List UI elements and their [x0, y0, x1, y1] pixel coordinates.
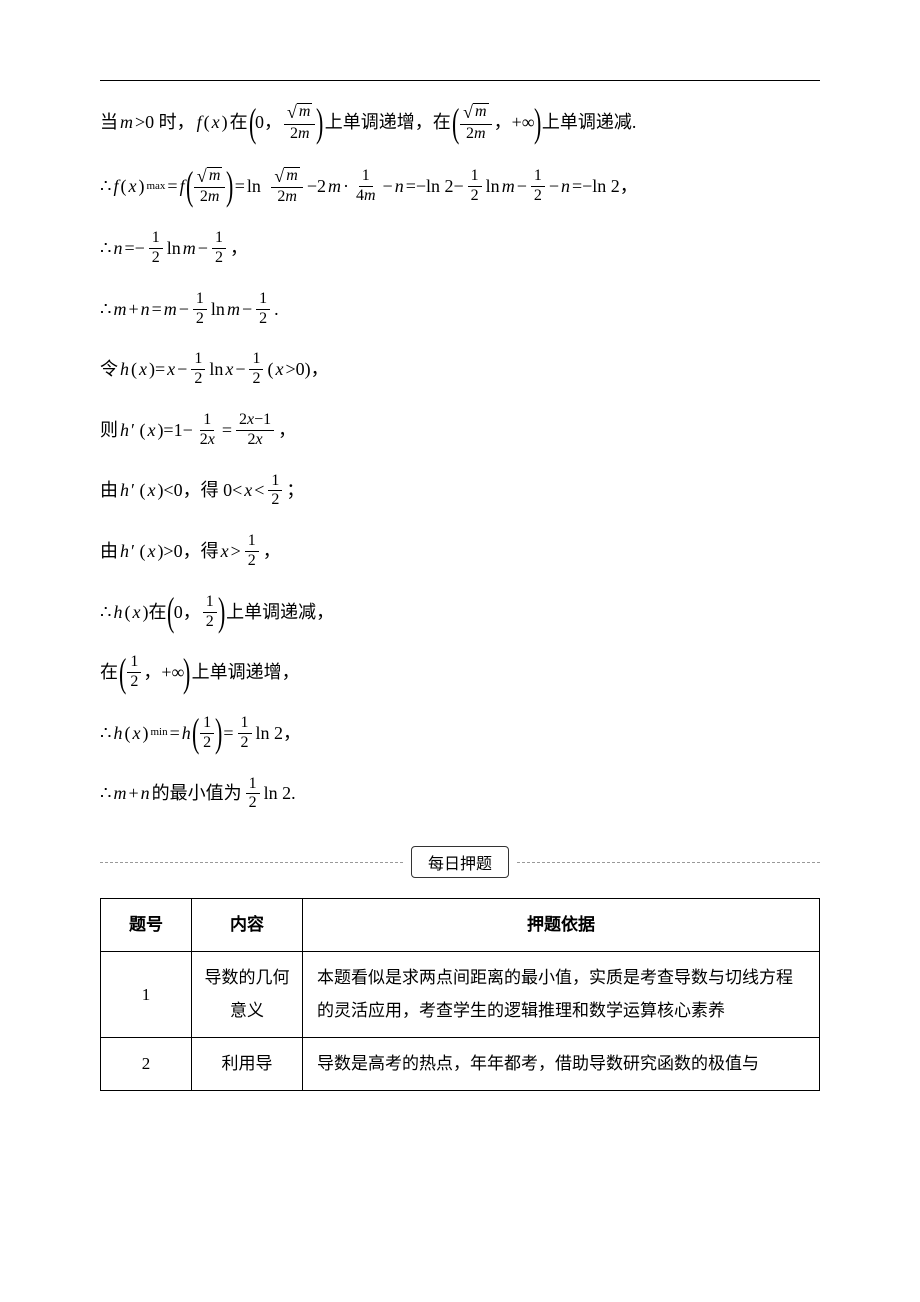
table-header-row: 题号 内容 押题依据: [101, 899, 820, 952]
line-2: ∴ f(x)max = f ( √m 2m ) = ln √m 2m −2m ·…: [100, 167, 820, 207]
text: 上单调递减.: [542, 108, 637, 137]
page: 当 m >0 时， f (x) 在 ( 0， √m 2m ) 上单调递增，在 (: [0, 0, 920, 1302]
cell-r: 本题看似是求两点间距离的最小值，实质是考查导数与切线方程的灵活应用，考查学生的逻…: [303, 952, 820, 1038]
col-header-q: 题号: [101, 899, 192, 952]
cell-c: 利用导: [192, 1038, 303, 1091]
line-12: ∴ m + n 的最小值为 1 2 ln 2.: [100, 776, 820, 813]
section-divider: 每日押题: [100, 846, 820, 878]
line-4: ∴ m + n = m − 1 2 ln m − 1 2 .: [100, 291, 820, 328]
dash-right: [517, 862, 820, 863]
line-5: 令 h (x)= x − 1 2 ln x − 1 2 (x>0)，: [100, 351, 820, 388]
table-row: 1 导数的几何意义 本题看似是求两点间距离的最小值，实质是考查导数与切线方程的灵…: [101, 952, 820, 1038]
top-rule: [100, 80, 820, 81]
cell-c: 导数的几何意义: [192, 952, 303, 1038]
cell-q: 2: [101, 1038, 192, 1091]
var-m: m: [120, 108, 133, 137]
col-header-r: 押题依据: [303, 899, 820, 952]
math-body: 当 m >0 时， f (x) 在 ( 0， √m 2m ) 上单调递增，在 (: [100, 103, 820, 812]
text: >0 时，: [135, 108, 195, 137]
line-10: 在 ( 1 2 ， +∞ ) 上单调递增，: [100, 654, 820, 691]
interval-2: ( √m 2m ， +∞ ): [453, 103, 540, 143]
text: 上单调递增，在: [325, 108, 451, 137]
topic-table: 题号 内容 押题依据 1 导数的几何意义 本题看似是求两点间距离的最小值，实质是…: [100, 898, 820, 1091]
text: 在: [230, 108, 248, 137]
line-6: 则 h ′ (x)=1− 1 2x = 2x−1 2x ，: [100, 412, 820, 449]
text: 当: [100, 108, 118, 137]
line-8: 由 h ′ (x)>0，得 x > 1 2 ，: [100, 533, 820, 570]
line-7: 由 h ′ (x)<0，得 0< x < 1 2 ；: [100, 473, 820, 510]
line-11: ∴ h (x)min = h ( 1 2 ) = 1 2 ln 2，: [100, 715, 820, 752]
dash-left: [100, 862, 403, 863]
interval-1: ( 0， √m 2m ): [250, 103, 323, 143]
divider-label: 每日押题: [411, 846, 509, 878]
var-f: f: [197, 108, 202, 137]
col-header-c: 内容: [192, 899, 303, 952]
cell-q: 1: [101, 952, 192, 1038]
cell-r: 导数是高考的热点，年年都考，借助导数研究函数的极值与: [303, 1038, 820, 1091]
line-9: ∴ h (x)在 ( 0， 1 2 ) 上单调递减，: [100, 594, 820, 631]
table-row: 2 利用导 导数是高考的热点，年年都考，借助导数研究函数的极值与: [101, 1038, 820, 1091]
line-3: ∴ n =− 1 2 ln m − 1 2 ，: [100, 230, 820, 267]
line-1: 当 m >0 时， f (x) 在 ( 0， √m 2m ) 上单调递增，在 (: [100, 103, 820, 143]
